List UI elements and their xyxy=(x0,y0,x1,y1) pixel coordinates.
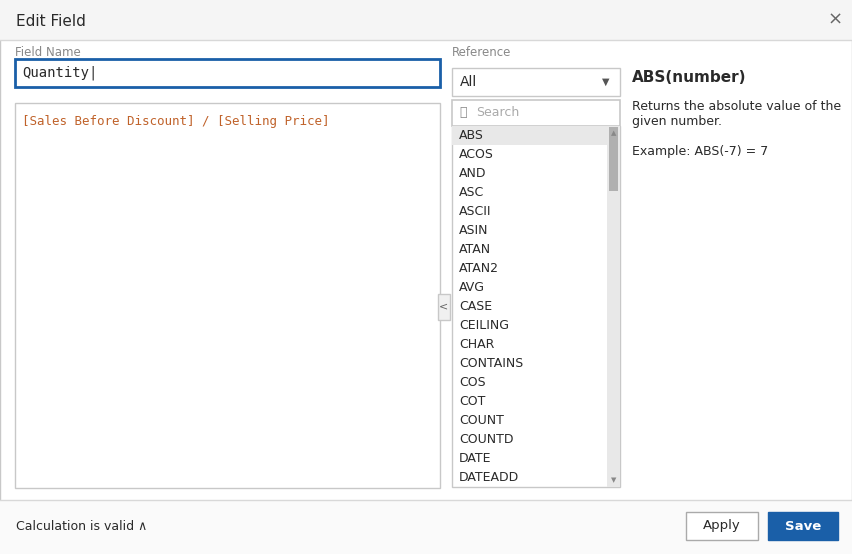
Bar xyxy=(768,512,838,540)
Bar xyxy=(452,126,607,145)
Bar xyxy=(438,294,450,320)
Text: Example: ABS(-7) = 7: Example: ABS(-7) = 7 xyxy=(632,145,769,158)
Text: ABS: ABS xyxy=(459,129,484,142)
Bar xyxy=(452,68,620,96)
Text: ATAN2: ATAN2 xyxy=(459,262,499,275)
Text: Calculation is valid ∧: Calculation is valid ∧ xyxy=(16,521,147,534)
Text: Quantity|: Quantity| xyxy=(22,66,97,80)
Text: ASCII: ASCII xyxy=(459,205,492,218)
Text: Save: Save xyxy=(785,520,821,532)
Text: COS: COS xyxy=(459,376,486,389)
Text: ×: × xyxy=(827,11,843,29)
Text: ATAN: ATAN xyxy=(459,243,491,256)
Text: Reference: Reference xyxy=(452,47,511,59)
Bar xyxy=(609,127,618,191)
Bar xyxy=(15,59,440,87)
Bar xyxy=(452,126,620,487)
Text: COUNT: COUNT xyxy=(459,414,504,427)
Text: ▼: ▼ xyxy=(611,477,616,483)
Text: ABS(number): ABS(number) xyxy=(632,70,746,85)
Bar xyxy=(607,126,620,487)
Text: ⌕: ⌕ xyxy=(459,106,467,120)
Bar xyxy=(15,103,440,488)
Text: CONTAINS: CONTAINS xyxy=(459,357,523,370)
Text: <: < xyxy=(440,301,449,311)
Text: Field Name: Field Name xyxy=(15,47,81,59)
Text: COUNTD: COUNTD xyxy=(459,433,514,446)
Text: DATEADD: DATEADD xyxy=(459,471,519,484)
Text: AVG: AVG xyxy=(459,281,485,294)
Text: ▲: ▲ xyxy=(611,130,616,136)
Text: ▼: ▼ xyxy=(602,77,610,87)
Text: CHAR: CHAR xyxy=(459,338,494,351)
Text: DATE: DATE xyxy=(459,452,492,465)
Text: ASC: ASC xyxy=(459,186,484,199)
Text: Edit Field: Edit Field xyxy=(16,14,86,29)
Text: CASE: CASE xyxy=(459,300,492,313)
Text: CEILING: CEILING xyxy=(459,319,509,332)
Text: COT: COT xyxy=(459,395,486,408)
Text: ACOS: ACOS xyxy=(459,148,494,161)
Text: ASIN: ASIN xyxy=(459,224,488,237)
Bar xyxy=(686,512,758,540)
Text: All: All xyxy=(460,75,477,89)
Text: AND: AND xyxy=(459,167,486,180)
Text: Apply: Apply xyxy=(703,520,741,532)
Bar xyxy=(452,100,620,126)
Text: [Sales Before Discount] / [Selling Price]: [Sales Before Discount] / [Selling Price… xyxy=(22,115,330,128)
Text: Returns the absolute value of the: Returns the absolute value of the xyxy=(632,100,841,113)
Text: given number.: given number. xyxy=(632,115,722,128)
Text: Search: Search xyxy=(476,106,519,120)
Bar xyxy=(0,500,852,554)
Bar xyxy=(0,0,852,40)
